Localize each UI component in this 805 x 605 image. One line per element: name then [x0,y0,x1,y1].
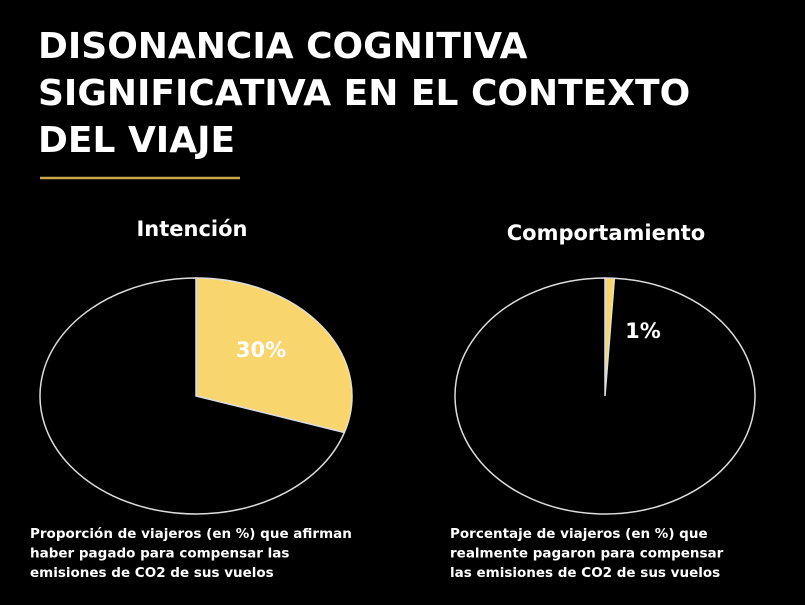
page-title: DEL VIAJE [38,120,235,161]
caption: Porcentaje de viajeros (en %) que [450,526,708,542]
caption: haber pagado para compensar las [30,546,289,562]
pie-slice [454,277,756,515]
caption: emisiones de CO2 de sus vuelos [30,565,274,581]
caption: las emisiones de CO2 de sus vuelos [450,565,720,581]
caption: realmente pagaron para compensar [450,546,724,562]
pie-title: Intención [136,217,247,241]
page-title: DISONANCIA COGNITIVA [38,26,528,67]
pie-slice [195,277,353,434]
pie-slice [39,277,346,515]
caption: Proporción de viajeros (en %) que afirma… [30,526,352,542]
pie-title: Comportamiento [507,221,706,245]
slice-label: 30% [236,338,286,362]
slice-label: 1% [625,319,661,343]
page-title: SIGNIFICATIVA EN EL CONTEXTO [38,73,690,114]
